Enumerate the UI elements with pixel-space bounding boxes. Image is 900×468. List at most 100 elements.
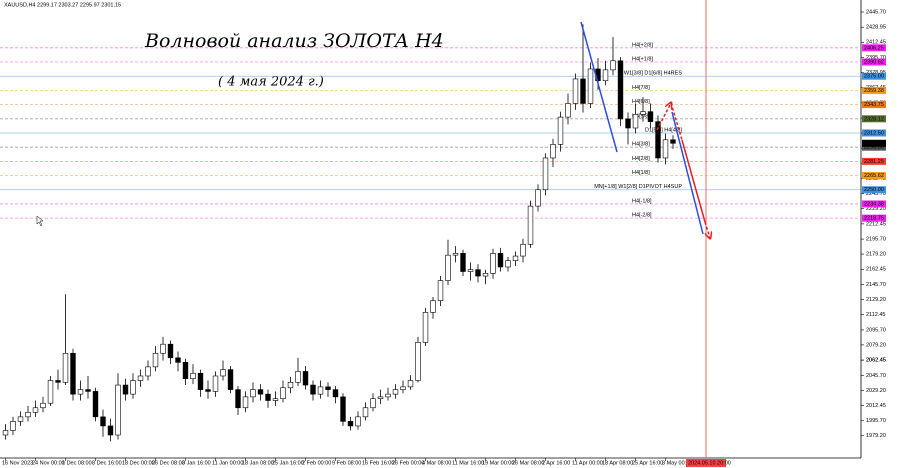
level-price-box (862, 200, 886, 208)
y-tick-label: 2029.20 (866, 388, 886, 394)
level-name: H4[3/8] (632, 142, 650, 148)
x-tick-label: 24 Nov 00:00 (32, 460, 65, 466)
x-tick-label: 9 Feb 08:00 (332, 460, 361, 466)
candle-body (482, 273, 489, 277)
current-price-label: 2301.15 (864, 141, 884, 147)
level-price-box (862, 58, 886, 66)
candle-body (182, 362, 189, 379)
y-tick-label: 2012.45 (866, 403, 886, 409)
candle-body (17, 416, 24, 422)
candle-body (205, 389, 211, 392)
candle-body (197, 372, 204, 390)
y-tick-label: 2179.20 (866, 252, 886, 258)
mouse-cursor (36, 215, 44, 227)
candle-body (362, 407, 369, 418)
candle-body (272, 398, 279, 401)
level-name: MN[+1/8] W1[2/8] D1PIVOT H4SUP (594, 184, 682, 190)
forecast-arrow (656, 103, 671, 131)
candle-body (2, 430, 9, 436)
level-name: H4[5/8] (632, 113, 650, 119)
candle-body (565, 103, 571, 118)
candle-body (475, 269, 481, 277)
x-tick-label: 25 Jan 16:00 (272, 460, 304, 466)
forecast-arrow (704, 221, 710, 238)
candle-body (25, 412, 31, 418)
y-tick-label: 2428.95 (866, 25, 886, 31)
candle-body (407, 380, 414, 388)
wave-line (580, 21, 618, 153)
candle-body (85, 389, 91, 392)
symbol-header: XAUUSD,H4 2299.17 2303.27 2295.97 2301.1… (4, 2, 121, 8)
candle-body (625, 118, 631, 129)
candle-body (175, 357, 181, 363)
level-name: H4[6/8] (632, 99, 650, 105)
y-tick-label: 2212.45 (866, 221, 886, 227)
level-name: H4[-2/8] (632, 213, 652, 219)
x-tick-label: 3 Jan 16:00 (182, 460, 211, 466)
y-tick-label: 1979.20 (866, 433, 886, 439)
candle-body (497, 253, 504, 268)
forecast-line (670, 102, 683, 141)
x-tick-label: 25 Apr 16:00 (632, 460, 663, 466)
chart-title: Волновой анализ ЗОЛОТА H4 (144, 30, 444, 52)
x-tick-label: 11 Mar 16:00 (452, 460, 484, 466)
y-tick-label: 2445.70 (866, 9, 886, 15)
candle-body (250, 389, 256, 398)
candle-body (550, 144, 556, 159)
candle-body (77, 389, 84, 395)
x-tick-label: 18 Apr 08:00 (602, 460, 633, 466)
candle-body (670, 139, 676, 144)
y-tick-label: 2412.45 (866, 40, 886, 46)
candle-body (325, 386, 331, 390)
candle-body (235, 389, 241, 409)
candle-body (280, 387, 286, 399)
cursor-time-box (686, 459, 726, 467)
candle-body (655, 121, 661, 159)
wave-line (671, 111, 704, 235)
level-name: H4[-1/8] (632, 198, 652, 204)
level-price-box (862, 115, 886, 123)
level-price-box (862, 129, 886, 137)
candle-body (340, 396, 346, 422)
candle-body (610, 60, 616, 71)
candle-body (302, 371, 309, 386)
level-name: H4[+1/8] (632, 56, 653, 62)
candles (2, 24, 676, 442)
level-price-label: 2343.75 (864, 102, 884, 108)
candle-body (347, 421, 354, 427)
x-tick-label: 11 Apr 00:00 (572, 460, 603, 466)
candle-body (422, 312, 429, 343)
chart-subtitle: ( 4 мая 2024 г.) (218, 75, 324, 90)
y-tick-label: 2095.70 (866, 327, 886, 333)
candle-body (587, 68, 594, 104)
axes: 2445.702428.952412.452395.702378.952362.… (2, 9, 886, 467)
level-price-box (862, 86, 886, 94)
candle-body (445, 254, 451, 281)
level-price-label: 2218.75 (864, 216, 884, 222)
candle-body (265, 393, 271, 401)
candle-body (287, 382, 294, 389)
level-price-box (862, 44, 886, 52)
level-name: H4[+2/8] (632, 42, 653, 48)
x-tick-label: 26 Feb 00:00 (392, 460, 424, 466)
level-price-label: 2375.00 (864, 74, 884, 80)
level-price-label: 2390.62 (864, 59, 884, 65)
x-tick-label: 26 Mar 08:00 (512, 460, 544, 466)
level-price-label: 2312.50 (864, 130, 884, 136)
candle-body (242, 396, 249, 409)
level-price-label: 2281.25 (864, 159, 884, 165)
candle-body (580, 78, 586, 104)
drawings (36, 21, 710, 238)
candle-body (130, 380, 136, 395)
x-tick-label: 16 Feb 16:00 (362, 460, 394, 466)
y-tick-label: 1995.70 (866, 418, 886, 424)
candle-body (295, 371, 301, 383)
level-name: H4[2/8] (632, 156, 650, 162)
candle-body (152, 352, 159, 368)
candle-body (167, 343, 174, 359)
x-tick-label: 16 Nov 2023 (2, 460, 33, 466)
y-tick-label: 2229.20 (866, 206, 886, 212)
candle-body (430, 300, 436, 313)
level-price-box (862, 214, 886, 222)
level-price-label: 2234.38 (864, 201, 884, 207)
